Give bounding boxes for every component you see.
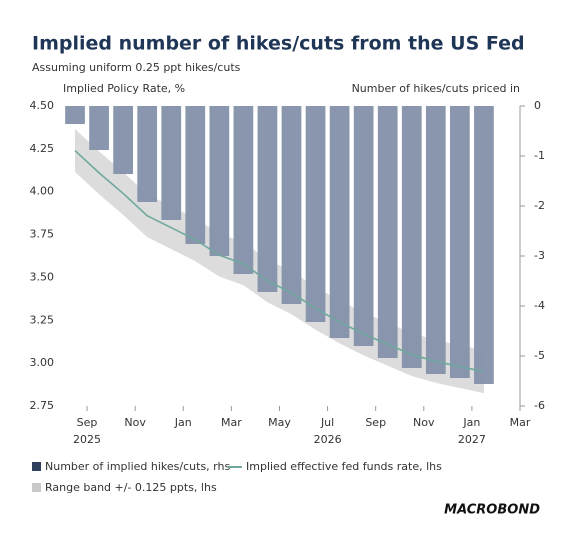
y2-tick-label: 0 — [534, 99, 541, 112]
x-tick-label: May — [268, 416, 291, 429]
bar — [233, 106, 254, 274]
x-tick-label: Sep — [77, 416, 98, 429]
bar — [209, 106, 230, 256]
legend-label: Range band +/- 0.125 ppts, lhs — [45, 481, 217, 494]
bar — [137, 106, 158, 202]
legend-label: Number of implied hikes/cuts, rhs — [45, 460, 230, 473]
bar — [281, 106, 302, 304]
x-tick-label: Jul — [320, 416, 334, 429]
logo: MACROBOND — [444, 503, 540, 518]
range-band — [75, 129, 484, 394]
y-tick-label: 4.25 — [30, 142, 55, 155]
x-tick-label: Mar — [221, 416, 242, 429]
bar — [401, 106, 422, 368]
x-tick-label: Mar — [510, 416, 531, 429]
chart-title: Implied number of hikes/cuts from the US… — [32, 33, 525, 55]
y-tick-label: 3.50 — [30, 270, 55, 283]
y2-tick-label: -1 — [534, 149, 545, 162]
legend-swatch — [32, 462, 41, 471]
y-tick-label: 2.75 — [30, 399, 55, 412]
bar — [329, 106, 350, 338]
y-tick-label: 3.25 — [30, 313, 55, 326]
bar — [425, 106, 446, 374]
x-year-label: 2027 — [458, 433, 486, 446]
y2-axis-title: Number of hikes/cuts priced in — [352, 82, 520, 95]
bar — [89, 106, 109, 150]
bar — [353, 106, 374, 346]
bar — [377, 106, 398, 358]
legend-swatch — [32, 483, 41, 492]
bar — [305, 106, 326, 322]
bar — [474, 106, 494, 384]
x-tick-label: Jan — [174, 416, 192, 429]
y-tick-label: 4.00 — [30, 185, 55, 198]
y-tick-label: 4.50 — [30, 99, 55, 112]
x-tick-label: Sep — [365, 416, 386, 429]
y2-tick-label: -2 — [534, 199, 545, 212]
legend-label: Implied effective fed funds rate, lhs — [246, 460, 442, 473]
x-year-label: 2025 — [73, 433, 101, 446]
x-tick-label: Nov — [413, 416, 435, 429]
bar — [113, 106, 133, 174]
line — [74, 149, 485, 373]
y2-tick-label: -3 — [534, 249, 545, 262]
y2-tick-label: -5 — [534, 349, 545, 362]
bar — [185, 106, 206, 244]
y-tick-label: 3.00 — [30, 356, 55, 369]
bar — [450, 106, 470, 378]
y-axis-title: Implied Policy Rate, % — [63, 82, 185, 95]
y2-tick-label: -6 — [534, 399, 545, 412]
x-year-label: 2026 — [314, 433, 342, 446]
bar — [257, 106, 278, 292]
subtitle: Assuming uniform 0.25 ppt hikes/cuts — [32, 61, 241, 74]
x-tick-label: Jan — [462, 416, 480, 429]
x-tick-label: Nov — [124, 416, 146, 429]
bar — [65, 106, 85, 124]
y2-tick-label: -4 — [534, 299, 545, 312]
y-tick-label: 3.75 — [30, 228, 55, 241]
bar — [161, 106, 182, 220]
